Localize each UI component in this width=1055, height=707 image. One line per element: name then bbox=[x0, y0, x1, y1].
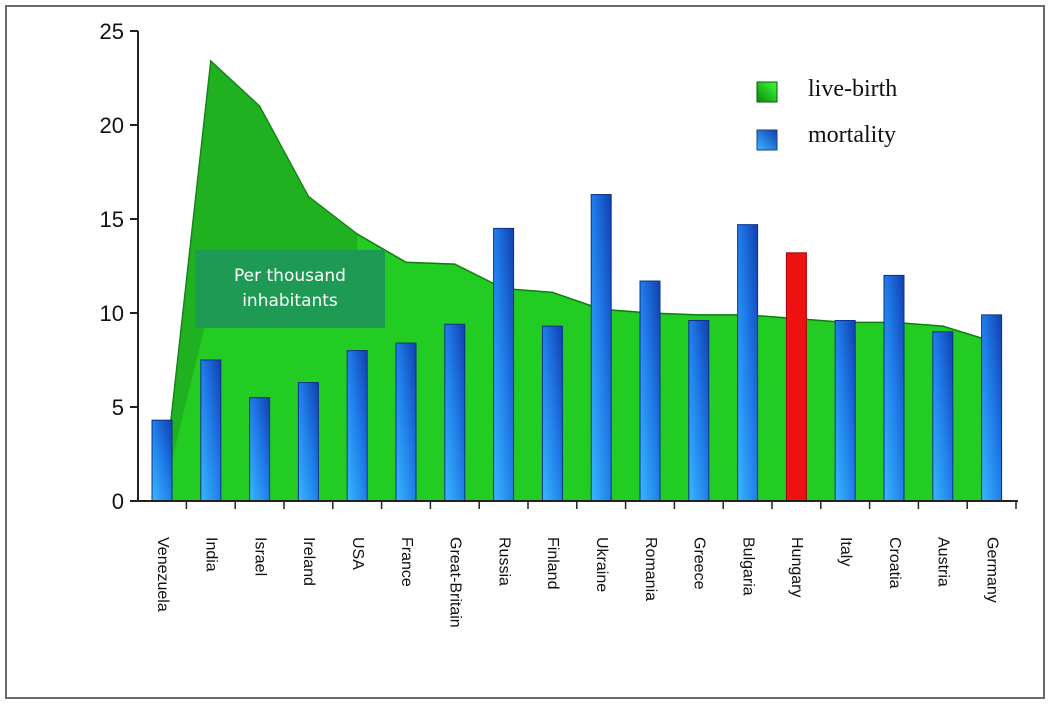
x-category-label: Russia bbox=[495, 537, 512, 586]
annotation-line-1: Per thousand bbox=[234, 266, 346, 286]
mortality-bar bbox=[932, 331, 954, 502]
x-category-label: Croatia bbox=[886, 537, 903, 589]
mortality-bar bbox=[688, 320, 710, 502]
legend-label-mortality: mortality bbox=[808, 122, 896, 148]
mortality-bar bbox=[297, 382, 319, 502]
mortality-bar bbox=[785, 252, 807, 502]
x-category-label: Great-Britain bbox=[447, 537, 464, 628]
y-tick-label: 0 bbox=[112, 489, 124, 514]
x-category-label: Hungary bbox=[788, 537, 805, 597]
mortality-bar bbox=[249, 397, 271, 502]
live-birth-point bbox=[405, 261, 407, 264]
live-birth-point bbox=[356, 233, 359, 235]
mortality-bar bbox=[737, 224, 759, 502]
live-birth-point bbox=[551, 291, 554, 294]
mortality-bar bbox=[346, 350, 368, 502]
x-category-label: Greece bbox=[691, 537, 708, 590]
mortality-bar bbox=[444, 323, 466, 502]
mortality-bar bbox=[590, 194, 612, 502]
annotation-box: Per thousand inhabitants bbox=[195, 250, 385, 328]
legend-swatch-mortality bbox=[756, 129, 778, 151]
x-category-label: Ukraine bbox=[593, 537, 610, 592]
x-category-label: Ireland bbox=[300, 537, 317, 586]
legend-label-live-birth: live-birth bbox=[808, 76, 897, 102]
x-category-label: USA bbox=[349, 537, 366, 570]
y-tick-labels: 0 5 10 15 20 25 bbox=[100, 19, 124, 514]
mortality-bar bbox=[200, 359, 222, 502]
legend: live-birth mortality bbox=[756, 76, 897, 151]
live-birth-point bbox=[307, 195, 310, 198]
live-birth-point bbox=[258, 105, 261, 107]
axes bbox=[130, 30, 1018, 509]
x-category-label: Romania bbox=[642, 537, 659, 601]
x-category-label: India bbox=[203, 537, 220, 572]
x-category-label: France bbox=[398, 537, 415, 587]
mortality-bar bbox=[493, 227, 515, 502]
annotation-background bbox=[195, 250, 385, 328]
annotation-line-2: inhabitants bbox=[242, 291, 338, 311]
mortality-bar bbox=[639, 280, 661, 502]
x-category-label: Italy bbox=[837, 537, 854, 566]
live-birth-point bbox=[210, 60, 212, 62]
live-birth-point bbox=[942, 325, 944, 327]
x-category-label: Israel bbox=[251, 537, 268, 576]
y-tick-label: 20 bbox=[100, 113, 124, 138]
mortality-bar bbox=[151, 419, 173, 502]
y-tick-label: 5 bbox=[112, 395, 124, 420]
x-category-label: Germany bbox=[983, 537, 1000, 603]
mortality-bar-layer bbox=[151, 194, 1003, 502]
mortality-bar bbox=[541, 325, 563, 502]
legend-swatch-live-birth bbox=[756, 81, 778, 103]
mortality-bar bbox=[834, 320, 856, 502]
x-category-label: Bulgaria bbox=[739, 537, 756, 596]
y-tick-label: 15 bbox=[100, 207, 124, 232]
x-category-label: Austria bbox=[935, 537, 952, 587]
live-birth-point bbox=[698, 314, 700, 316]
y-tick-label: 10 bbox=[100, 301, 124, 326]
x-category-labels: Venezuela India Israel Ireland USA France Grea… bbox=[154, 537, 1001, 628]
mortality-bar bbox=[883, 274, 905, 502]
x-category-label: Finland bbox=[544, 537, 561, 589]
x-category-label: Venezuela bbox=[154, 537, 171, 612]
y-tick-label: 25 bbox=[100, 19, 124, 44]
mortality-bar bbox=[395, 342, 417, 502]
live-birth-point bbox=[454, 263, 456, 265]
mortality-bar bbox=[981, 314, 1003, 502]
